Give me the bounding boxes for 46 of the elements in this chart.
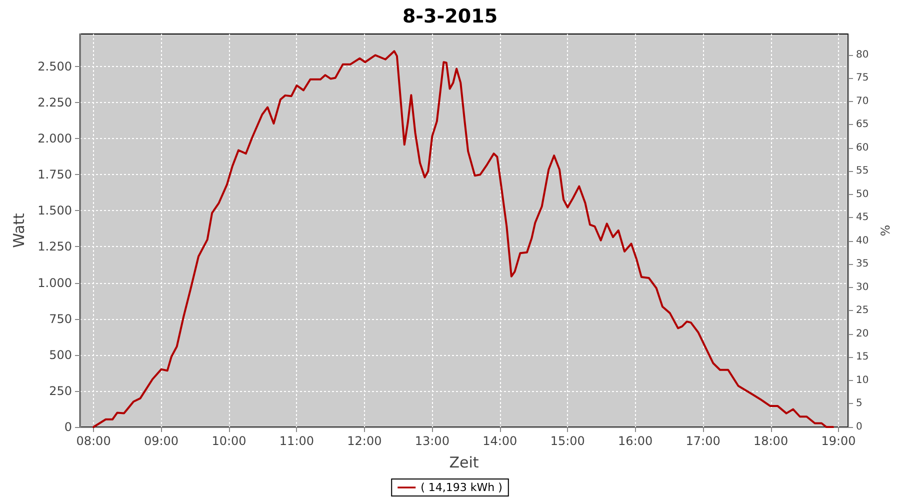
y2-tick-label: 75: [856, 72, 869, 84]
y2-tick-label: 45: [856, 212, 869, 224]
x-tick-label: 17:00: [686, 434, 720, 448]
y2-tick-label: 15: [856, 352, 869, 363]
y2-tick-label: 20: [856, 328, 869, 340]
y2-tick-label: 10: [856, 374, 869, 386]
x-tick-label: 15:00: [550, 434, 585, 448]
y-tick-label: 500: [49, 348, 72, 362]
y-tick-label: 750: [49, 312, 72, 326]
y2-tick-label: 30: [856, 282, 869, 293]
y2-tick-label: 50: [856, 188, 869, 200]
y-tick-label: 0: [64, 420, 72, 434]
x-tick-label: 18:00: [753, 434, 788, 448]
y2-tick-label: 65: [856, 119, 869, 130]
x-tick-label: 14:00: [482, 434, 518, 448]
x-tick-label: 12:00: [347, 434, 382, 448]
x-tick-label: 13:00: [414, 434, 450, 448]
x-tick-label: 08:00: [76, 434, 111, 448]
y2-axis-title: %: [878, 224, 893, 236]
y2-tick-label: 55: [856, 166, 869, 177]
y-tick-label: 1.000: [38, 276, 72, 290]
y-tick-label: 1.500: [38, 204, 72, 218]
y2-tick-label: 40: [856, 235, 869, 246]
chart-title: 8-3-2015: [402, 6, 498, 28]
y-tick-label: 2.000: [38, 132, 72, 146]
y-axis-title: Watt: [10, 212, 28, 248]
x-tick-label: 11:00: [279, 434, 314, 448]
x-tick-label: 09:00: [144, 434, 179, 448]
y2-tick-label: 0: [856, 422, 862, 432]
y2-tick-label: 5: [856, 398, 862, 410]
y2-tick-label: 80: [856, 49, 869, 60]
y2-tick-label: 25: [856, 305, 869, 316]
x-axis-title: Zeit: [449, 454, 479, 472]
y-tick-label: 2.500: [38, 59, 72, 74]
x-tick-label: 16:00: [618, 434, 653, 448]
y2-tick-label: 60: [856, 142, 869, 154]
y-tick-label: 1.250: [38, 240, 72, 254]
x-tick-label: 10:00: [212, 434, 246, 448]
x-tick-label: 19:00: [821, 434, 856, 448]
legend-label: ( 14,193 kWh ): [420, 481, 502, 494]
y2-tick-label: 35: [856, 258, 869, 270]
y-tick-label: 2.250: [38, 96, 72, 110]
y2-tick-label: 70: [856, 96, 869, 107]
y-tick-label: 1.750: [38, 168, 72, 182]
line-series: [92, 50, 834, 428]
y-tick-label: 250: [49, 384, 72, 398]
